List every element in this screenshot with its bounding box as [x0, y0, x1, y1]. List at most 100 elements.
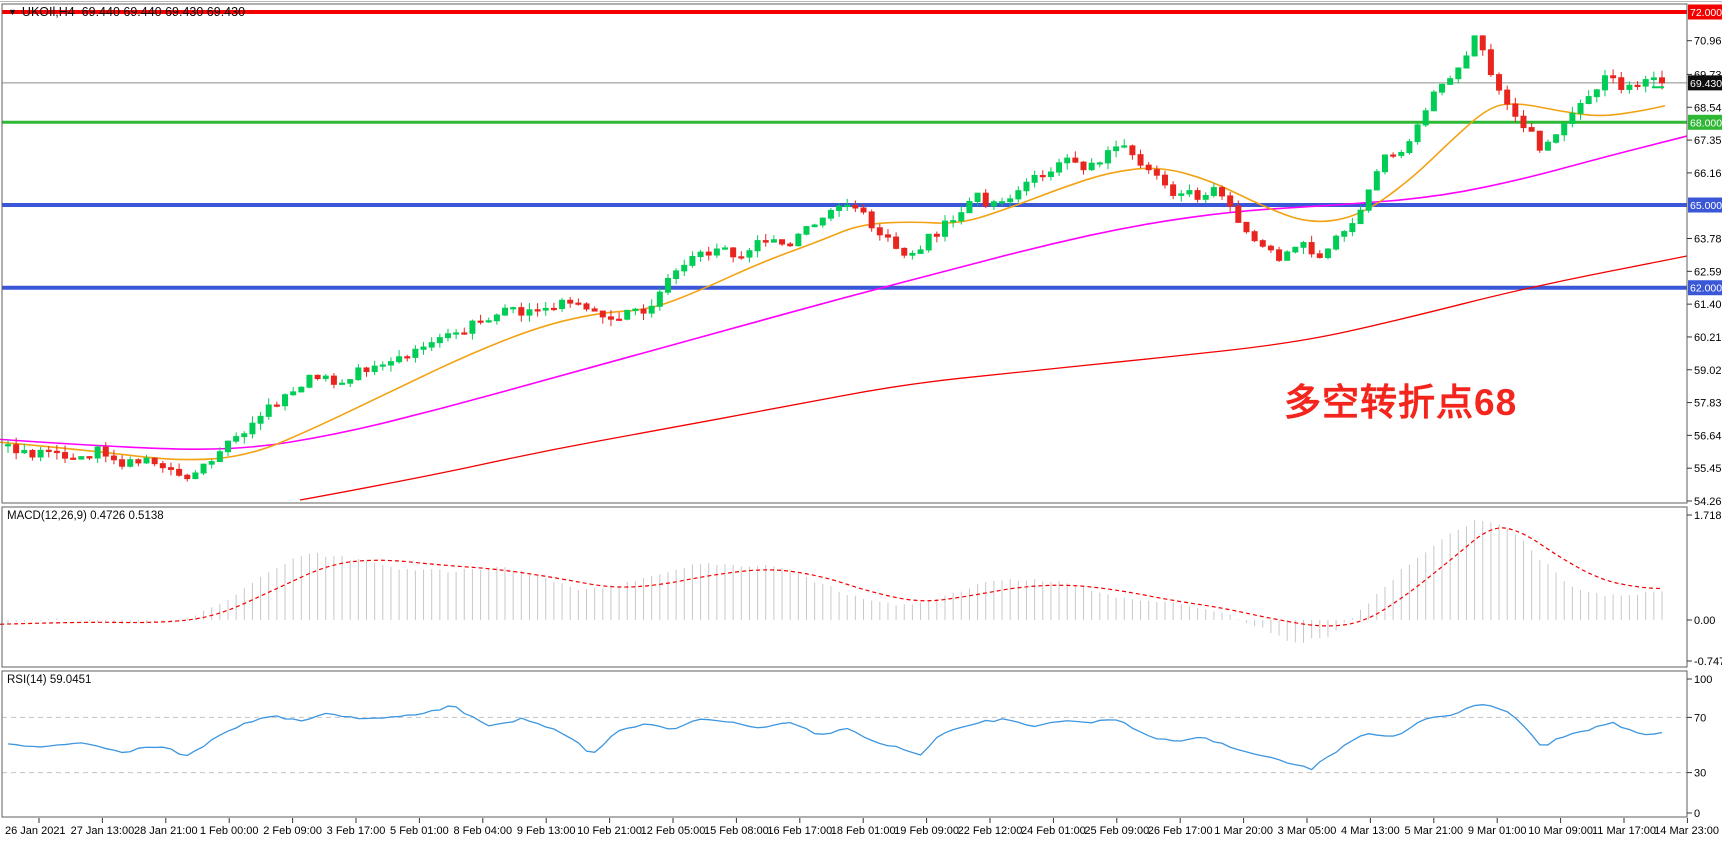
time-tick-label: 28 Jan 21:00	[134, 825, 198, 837]
candle-body	[1455, 67, 1462, 80]
time-axis: 26 Jan 2021 27 Jan 13:00 28 Jan 21:00 1 Feb…	[5, 818, 1719, 837]
candle-body	[1219, 187, 1226, 197]
candle-body	[110, 455, 117, 461]
candle-body	[477, 320, 484, 323]
candle-body	[1284, 251, 1291, 261]
time-tick-label: 18 Feb 01:00	[831, 825, 896, 837]
candle-body	[412, 348, 419, 358]
candle-body	[306, 374, 313, 388]
price-tick-label: 67.355	[1694, 135, 1722, 147]
time-tick-label: 3 Mar 05:00	[1278, 825, 1337, 837]
candle-body	[770, 239, 777, 243]
candle-body	[1121, 145, 1128, 148]
candle-body	[1381, 154, 1388, 173]
candle-body	[339, 382, 346, 385]
candle-body	[241, 433, 248, 438]
candle-body	[567, 299, 574, 304]
candle-body	[1243, 221, 1250, 233]
candle-body	[1056, 162, 1063, 173]
indicator-axes: 1.718 0.00 -0.7475 100 70 30 0	[1687, 510, 1722, 820]
candle-body	[762, 240, 769, 243]
rsi-tick-label: 70	[1694, 712, 1706, 724]
time-tick-label: 26 Feb 17:00	[1148, 825, 1213, 837]
candle-body	[819, 217, 826, 226]
candle-body	[86, 456, 93, 459]
price-badge	[1688, 75, 1722, 91]
candle-body	[420, 346, 427, 350]
price-badge	[1688, 4, 1722, 20]
candle-body	[681, 264, 688, 272]
candle-body	[559, 299, 566, 309]
candle-body	[1047, 171, 1054, 177]
candle-body	[453, 332, 460, 335]
candle-body	[461, 332, 468, 335]
candle-body	[990, 201, 997, 207]
candle-body	[1324, 248, 1331, 259]
candle-body	[550, 307, 557, 311]
time-tick-label: 8 Feb 04:00	[453, 825, 512, 837]
candle-body	[355, 367, 362, 381]
candle-body	[999, 201, 1006, 204]
candle-body	[1072, 157, 1079, 163]
candle-body	[396, 356, 403, 363]
chevron-down-icon[interactable]: ▼	[8, 7, 17, 17]
candle-body	[1659, 77, 1665, 84]
candle-body	[526, 309, 533, 316]
candle-body	[583, 303, 590, 310]
candle-body	[1210, 187, 1217, 197]
candle-body	[836, 205, 843, 211]
ma-line-slow	[299, 255, 1688, 501]
candle-body	[1373, 171, 1380, 191]
candle-body	[70, 457, 77, 460]
candle-body	[257, 415, 264, 424]
candle-body	[1316, 253, 1323, 259]
moving-averages-layer	[0, 103, 1688, 501]
candle-body	[184, 474, 191, 480]
price-badge	[1688, 114, 1722, 130]
candle-body	[787, 243, 794, 247]
candle-body	[53, 450, 60, 454]
candle-body	[330, 375, 337, 385]
candle-body	[876, 227, 883, 236]
candle-body	[167, 467, 174, 470]
candle-body	[1251, 231, 1258, 242]
time-tick-label: 11 Mar 17:00	[1592, 825, 1656, 837]
rsi-tick-label: 0	[1694, 808, 1700, 820]
time-tick-label: 12 Feb 05:00	[641, 825, 706, 837]
chart-text-annotation[interactable]: 多空转折点68	[1284, 382, 1518, 423]
candle-body	[1601, 75, 1608, 91]
candle-body	[1447, 78, 1454, 85]
price-tick-label: 54.265	[1694, 496, 1722, 508]
candle-body	[1031, 175, 1038, 183]
candle-body	[1536, 130, 1543, 151]
candle-body	[1390, 154, 1397, 157]
candle-body	[673, 270, 680, 280]
horizontal-level-lines[interactable]	[2, 10, 1687, 290]
candle-body	[542, 307, 549, 311]
candle-body	[510, 307, 517, 310]
candle-body	[1039, 175, 1046, 178]
rsi-tick-label: 30	[1694, 768, 1706, 780]
candle-body	[1365, 189, 1372, 211]
candle-body	[379, 364, 386, 367]
time-tick-label: 10 Mar 09:00	[1528, 825, 1593, 837]
price-tick-label: 63.785	[1694, 234, 1722, 246]
candle-body	[127, 459, 134, 467]
candle-body	[779, 239, 786, 245]
candle-body	[119, 459, 126, 467]
candle-body	[143, 457, 150, 464]
candle-body	[591, 308, 598, 312]
candle-body	[901, 247, 908, 256]
candles-layer[interactable]	[5, 35, 1665, 482]
candle-body	[1650, 77, 1657, 81]
candle-body	[37, 449, 44, 458]
price-badge-label: 68.000	[1690, 117, 1722, 129]
candle-body	[1520, 115, 1527, 129]
candle-body	[1414, 124, 1421, 143]
candle-body	[982, 192, 989, 207]
price-tick-label: 68.545	[1694, 102, 1722, 114]
candle-body	[347, 379, 354, 384]
candle-body	[1422, 110, 1429, 126]
candle-body	[1276, 249, 1283, 261]
